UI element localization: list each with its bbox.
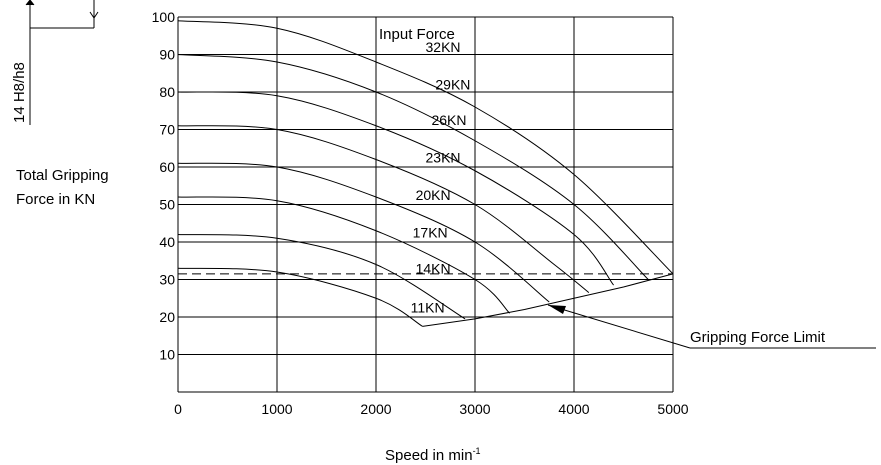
y-axis-label-line1: Total Gripping (16, 167, 109, 184)
x-axis-label-superscript: -1 (473, 446, 481, 456)
curve-11KN (177, 267, 423, 327)
curve-29KN (177, 54, 649, 280)
drawing-fragment (25, 0, 99, 125)
limit-label: Gripping Force Limit (690, 329, 826, 346)
x-tick-1000: 1000 (261, 401, 292, 417)
gripping-force-limit-curve (422, 273, 674, 327)
callout-arrowhead-icon (548, 305, 566, 314)
x-tick-5000: 5000 (657, 401, 688, 417)
series-labels: 32KN 29KN 26KN 23KN 20KN 17KN 14KN 11KN (411, 39, 471, 316)
x-axis-label-text: Speed in min (385, 447, 473, 464)
x-tick-labels: 0 1000 2000 3000 4000 5000 (174, 401, 689, 417)
curve-23KN (177, 125, 590, 294)
fragment-arrow-icon (25, 0, 35, 6)
series-curves (177, 20, 674, 327)
y-tick-80: 80 (159, 84, 175, 100)
fragment-dimension-label: 14 H8/h8 (11, 62, 28, 123)
x-tick-2000: 2000 (360, 401, 391, 417)
y-tick-40: 40 (159, 234, 175, 250)
y-tick-60: 60 (159, 159, 175, 175)
curve-26KN (177, 91, 614, 286)
callout-leader-line (547, 304, 691, 349)
x-tick-4000: 4000 (558, 401, 589, 417)
y-tick-20: 20 (159, 309, 175, 325)
series-label-17KN: 17KN (413, 225, 448, 241)
curve-14KN (177, 234, 466, 320)
series-label-29KN: 29KN (435, 77, 470, 93)
y-tick-10: 10 (159, 347, 175, 363)
series-label-23KN: 23KN (426, 150, 461, 166)
x-tick-0: 0 (174, 401, 182, 417)
series-label-26KN: 26KN (431, 112, 466, 128)
series-label-11KN: 11KN (411, 300, 445, 316)
fragment-arrow-down-icon (89, 11, 99, 19)
y-tick-90: 90 (159, 47, 175, 63)
series-label-14KN: 14KN (416, 260, 451, 276)
y-tick-labels: 10 20 30 40 50 60 70 80 90 100 (152, 9, 176, 363)
series-label-20KN: 20KN (416, 187, 451, 203)
x-tick-3000: 3000 (459, 401, 490, 417)
x-axis-label: Speed in min-1 (385, 446, 481, 464)
y-tick-70: 70 (159, 122, 175, 138)
curve-32KN (177, 20, 674, 275)
grid (177, 16, 674, 393)
y-tick-50: 50 (159, 197, 175, 213)
y-tick-30: 30 (159, 272, 175, 288)
y-axis-label-line2: Force in KN (16, 191, 95, 208)
y-tick-100: 100 (152, 9, 176, 25)
curve-20KN (177, 162, 550, 303)
input-force-annotation: Input Force (379, 26, 455, 43)
series-label-32KN: 32KN (426, 39, 461, 55)
curve-17KN (177, 196, 511, 314)
